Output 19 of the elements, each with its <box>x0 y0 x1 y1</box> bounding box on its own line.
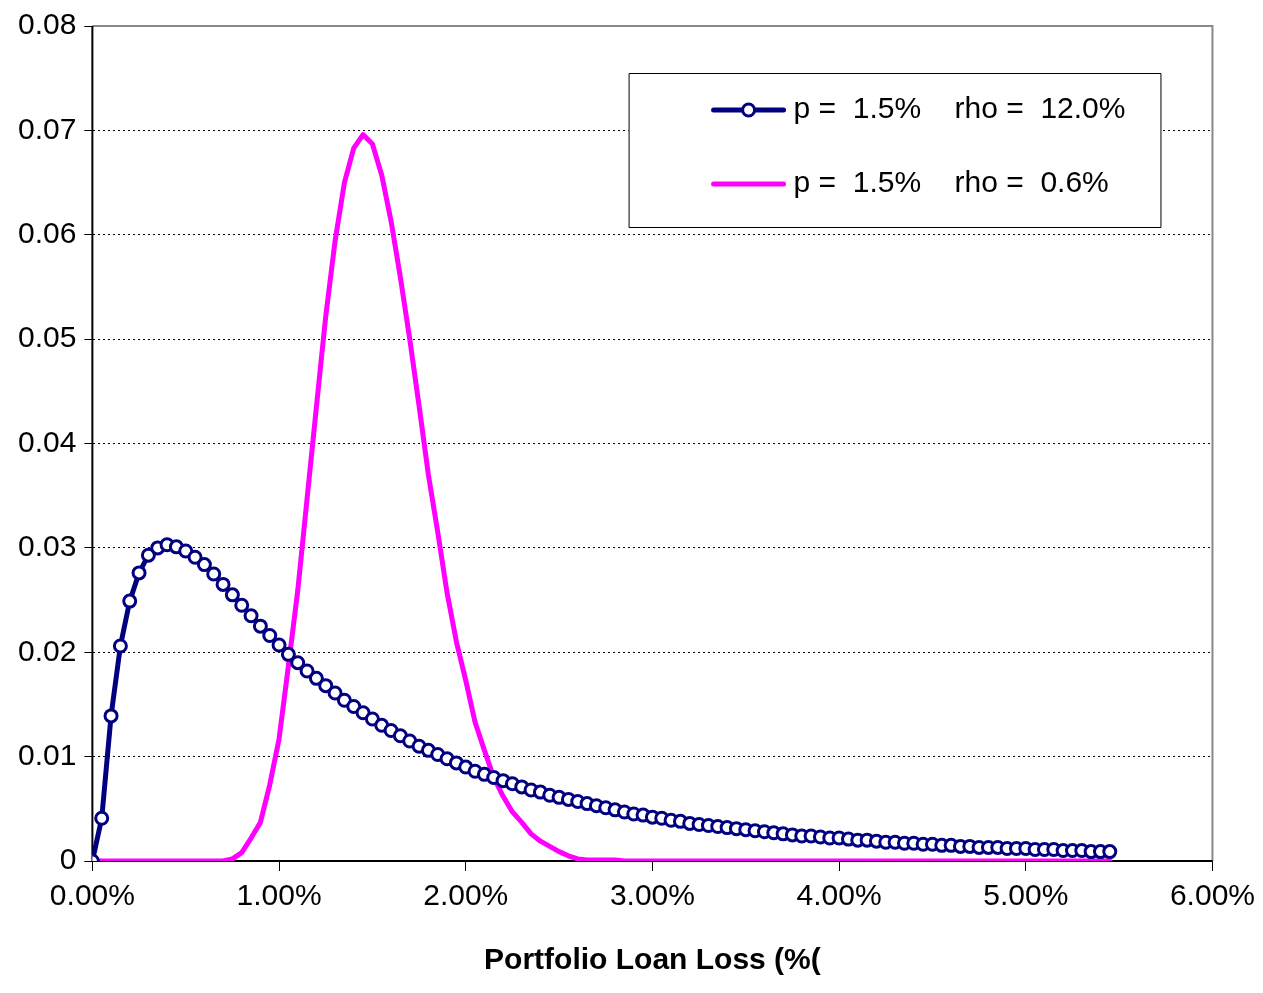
x-tick-label: 5.00% <box>983 878 1069 912</box>
x-tick-label: 4.00% <box>796 878 882 912</box>
y-tick-label: 0.02 <box>18 633 77 667</box>
y-tick-label: 0.07 <box>18 111 77 145</box>
x-tick-label: 1.00% <box>236 878 322 912</box>
legend-label: p = 1.5% rho = 0.6% <box>793 165 1109 199</box>
x-tick-label: 0.00% <box>49 878 135 912</box>
y-tick-label: 0.03 <box>18 529 77 563</box>
x-tick-label: 3.00% <box>609 878 695 912</box>
y-tick-label: 0.08 <box>18 7 77 41</box>
y-tick-label: 0.01 <box>18 737 77 771</box>
y-tick-label: 0.04 <box>18 424 77 458</box>
y-tick-label: 0 <box>59 842 77 876</box>
x-axis-title: Portfolio Loan Loss (%( <box>484 942 821 976</box>
legend-label: p = 1.5% rho = 12.0% <box>793 91 1126 125</box>
y-tick-label: 0.06 <box>18 216 77 250</box>
x-tick-label: 6.00% <box>1169 878 1256 912</box>
x-tick-label: 2.00% <box>423 878 509 912</box>
y-tick-label: 0.05 <box>18 320 77 354</box>
